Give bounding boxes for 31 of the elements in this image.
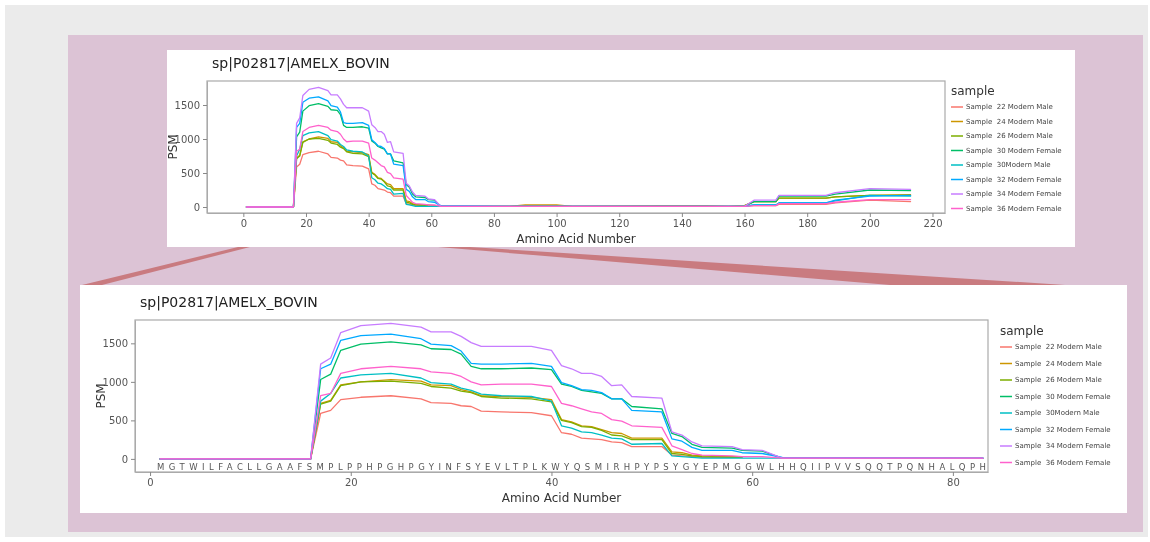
y-tick-label: 0 bbox=[193, 201, 200, 213]
x-tick-label: 40 bbox=[362, 218, 376, 230]
y-tick-label: 1500 bbox=[102, 338, 128, 350]
x-axis-title: Amino Acid Number bbox=[501, 491, 622, 505]
x-tick-label: 0 bbox=[240, 218, 248, 230]
x-tick-label: 60 bbox=[746, 477, 760, 489]
x-tick-label: 0 bbox=[147, 477, 154, 489]
chart-title: sp|P02817|AMELX_BOVIN bbox=[212, 55, 390, 72]
y-tick-label: 0 bbox=[121, 453, 128, 465]
chart-title: sp|P02817|AMELX_BOVIN bbox=[140, 294, 318, 311]
annotation: MGTWILFACLLGAAFSMPLPPHPGHPGYINFSYEVLTPLKWYQSMIRHPYPSYGYEPMGGWLHHQIIPVVSQQTPQNHALQPH bbox=[157, 461, 986, 472]
x-tick-label: 220 bbox=[923, 218, 943, 230]
legend-title: sample bbox=[1000, 324, 1044, 338]
x-tick-label: 60 bbox=[425, 218, 439, 230]
x-tick-label: 160 bbox=[735, 218, 755, 230]
x-axis-title: Amino Acid Number bbox=[516, 232, 636, 246]
x-tick-label: 180 bbox=[798, 218, 818, 230]
x-tick-label: 80 bbox=[488, 218, 501, 230]
x-tick-label: 100 bbox=[547, 218, 567, 230]
y-tick-label: 500 bbox=[108, 415, 128, 427]
y-tick-label: 1000 bbox=[102, 376, 128, 388]
x-tick-label: 120 bbox=[610, 218, 630, 230]
x-tick-label: 20 bbox=[344, 477, 358, 489]
x-tick-label: 200 bbox=[860, 218, 880, 230]
x-tick-label: 20 bbox=[300, 218, 313, 230]
x-tick-label: 40 bbox=[545, 477, 559, 489]
x-tick-label: 80 bbox=[947, 477, 960, 489]
x-tick-label: 140 bbox=[672, 218, 692, 230]
y-tick-label: 1500 bbox=[174, 99, 200, 111]
y-tick-label: 500 bbox=[180, 167, 200, 179]
legend-title: sample bbox=[951, 84, 995, 98]
